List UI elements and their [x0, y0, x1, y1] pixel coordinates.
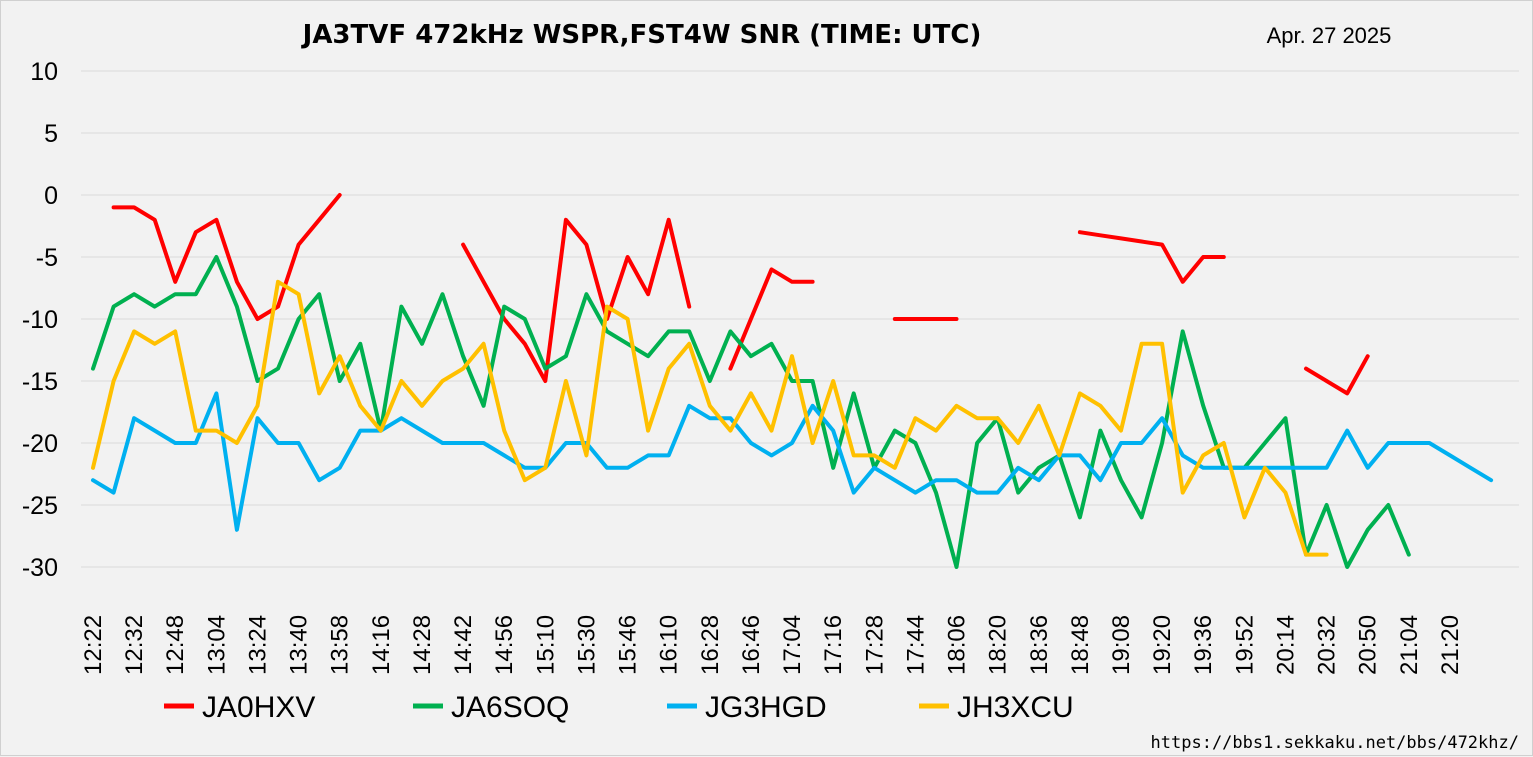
series-line-segment: [91, 391, 1494, 532]
x-tick-label: 14:56: [491, 615, 518, 675]
series-line-segment: [1304, 354, 1370, 396]
y-tick-label: -25: [22, 492, 58, 520]
legend-label: JH3XCU: [957, 691, 1074, 724]
x-axis-ticks: 12:22 12:32 12:48 13:04 13:24 13:40 13:58 14:16…: [80, 615, 1464, 675]
y-tick-label: 10: [30, 58, 58, 86]
series-lines: [91, 193, 1494, 569]
x-tick-label: 13:04: [203, 615, 230, 675]
x-tick-label: 17:16: [820, 615, 847, 675]
x-tick-label: 16:28: [697, 615, 724, 675]
series-jh3xcu: [91, 279, 1329, 557]
series-ja6soq: [91, 255, 1411, 569]
x-tick-label: 20:32: [1314, 615, 1341, 675]
series-line-segment: [91, 255, 1411, 569]
chart-title: JA3TVF 472kHz WSPR,FST4W SNR (TIME: UTC): [301, 20, 982, 50]
y-tick-label: 0: [44, 182, 58, 210]
y-tick-label: -20: [22, 430, 58, 458]
y-tick-label: -30: [22, 554, 58, 582]
x-tick-label: 13:58: [327, 615, 354, 675]
legend-label: JA6SOQ: [451, 691, 569, 724]
series-line-segment: [728, 267, 815, 371]
y-tick-label: -10: [22, 306, 58, 334]
legend-item-ja0hxv: JA0HXV: [164, 691, 315, 724]
series-line-segment: [1077, 230, 1226, 284]
x-tick-label: 18:06: [944, 615, 971, 675]
x-tick-label: 19:20: [1149, 615, 1176, 675]
x-tick-label: 17:28: [861, 615, 888, 675]
legend: JA0HXV JA6SOQ JG3HGD JH3XCU: [164, 691, 1074, 724]
x-tick-label: 16:10: [656, 615, 683, 675]
x-tick-label: 21:20: [1437, 615, 1464, 675]
x-tick-label: 12:32: [121, 615, 148, 675]
x-tick-label: 21:04: [1396, 615, 1423, 675]
x-tick-label: 17:44: [902, 615, 929, 675]
legend-item-jh3xcu: JH3XCU: [919, 691, 1074, 724]
x-tick-label: 15:46: [615, 615, 642, 675]
legend-label: JG3HGD: [705, 691, 827, 724]
series-jg3hgd: [91, 391, 1494, 532]
series-ja0hxv: [111, 193, 1370, 396]
x-tick-label: 15:30: [573, 615, 600, 675]
legend-item-ja6soq: JA6SOQ: [413, 691, 569, 724]
x-tick-label: 20:14: [1272, 615, 1299, 675]
series-line-segment: [461, 217, 692, 383]
x-tick-label: 18:20: [985, 615, 1012, 675]
x-tick-label: 12:22: [80, 615, 107, 675]
x-tick-label: 19:08: [1108, 615, 1135, 675]
x-tick-label: 18:48: [1067, 615, 1094, 675]
x-tick-label: 14:42: [450, 615, 477, 675]
source-url[interactable]: https://bbs1.sekkaku.net/bbs/472khz/: [1151, 733, 1519, 753]
x-tick-label: 17:04: [779, 615, 806, 675]
legend-item-jg3hgd: JG3HGD: [667, 691, 827, 724]
x-tick-label: 20:50: [1355, 615, 1382, 675]
x-tick-label: 13:40: [286, 615, 313, 675]
y-tick-label: 5: [44, 120, 58, 148]
series-line-segment: [91, 279, 1329, 557]
y-tick-label: -15: [22, 368, 58, 396]
x-tick-label: 13:24: [244, 615, 271, 675]
x-tick-label: 16:46: [738, 615, 765, 675]
legend-label: JA0HXV: [202, 691, 315, 724]
y-axis-ticks: 10 5 0 -5 -10 -15 -20 -25 -30: [22, 58, 58, 582]
x-tick-label: 19:36: [1190, 615, 1217, 675]
x-tick-label: 18:36: [1026, 615, 1053, 675]
x-tick-label: 14:28: [409, 615, 436, 675]
series-line-segment: [111, 193, 342, 321]
y-tick-label: -5: [36, 244, 58, 272]
x-tick-label: 14:16: [368, 615, 395, 675]
chart-date: Apr. 27 2025: [1267, 23, 1392, 48]
x-tick-label: 15:10: [532, 615, 559, 675]
x-tick-label: 19:52: [1231, 615, 1258, 675]
x-tick-label: 12:48: [162, 615, 189, 675]
